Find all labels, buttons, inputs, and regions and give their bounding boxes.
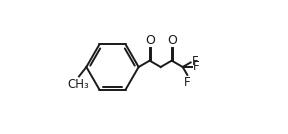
Text: O: O (145, 34, 156, 47)
Text: F: F (184, 76, 191, 89)
Text: F: F (192, 55, 198, 68)
Text: CH₃: CH₃ (67, 78, 89, 91)
Text: O: O (168, 34, 177, 47)
Text: F: F (193, 60, 200, 74)
